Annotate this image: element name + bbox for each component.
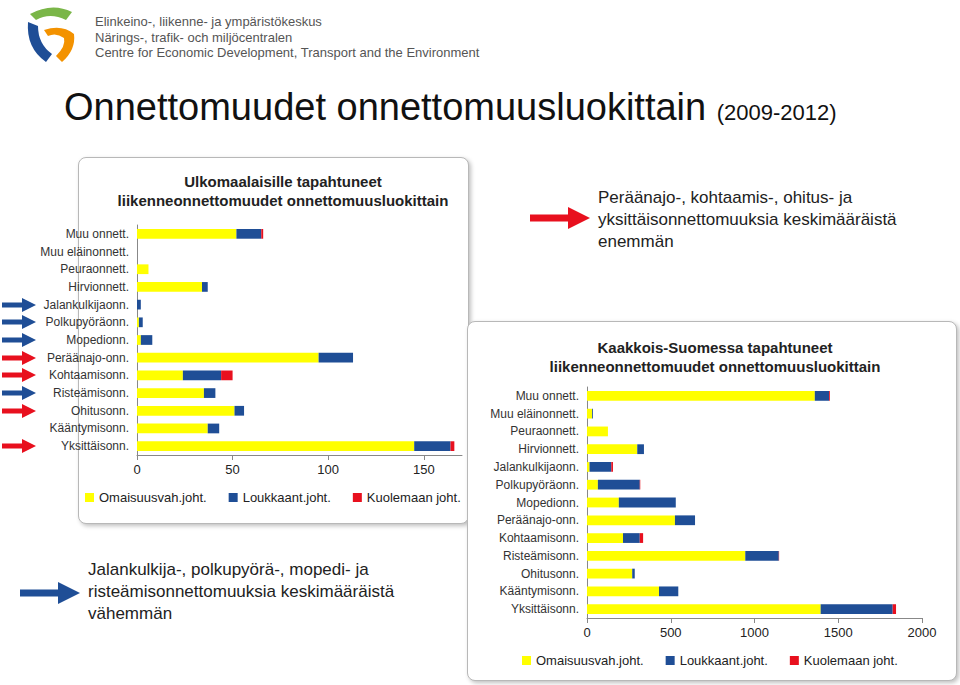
svg-text:100: 100 <box>317 462 339 477</box>
svg-text:Jalankulkijaonn.: Jalankulkijaonn. <box>494 460 579 474</box>
svg-text:liikenneonnettomuudet onnettom: liikenneonnettomuudet onnettomuusluokitt… <box>118 192 449 209</box>
svg-text:Hirvionnett.: Hirvionnett. <box>68 280 129 294</box>
svg-text:Yksittäisonn.: Yksittäisonn. <box>511 602 579 616</box>
svg-text:Yksittäisonn.: Yksittäisonn. <box>61 439 129 453</box>
svg-text:Risteämisonn.: Risteämisonn. <box>53 386 129 400</box>
svg-text:Ulkomaalaisille tapahtuneet: Ulkomaalaisille tapahtuneet <box>184 173 382 190</box>
html-text:Elinkeino-, liikenne- ja ympär: Elinkeino-, liikenne- ja ympäristökeskus <box>95 14 322 29</box>
svg-text:Loukkaant.joht.: Loukkaant.joht. <box>243 490 331 505</box>
svg-text:0: 0 <box>583 625 590 640</box>
svg-text:Omaisuusvah.joht.: Omaisuusvah.joht. <box>536 653 644 668</box>
svg-text:Peuraonnett.: Peuraonnett. <box>510 424 579 438</box>
svg-text:Muu eläinonnett.: Muu eläinonnett. <box>40 245 129 259</box>
svg-text:Kuolemaan joht.: Kuolemaan joht. <box>367 490 461 505</box>
svg-text:Polkupyöräonn.: Polkupyöräonn. <box>496 478 579 492</box>
svg-text:Peräänajo-onn.: Peräänajo-onn. <box>497 513 579 527</box>
svg-text:Kääntymisonn.: Kääntymisonn. <box>500 584 579 598</box>
svg-text:Kaakkois-Suomessa tapahtuneet: Kaakkois-Suomessa tapahtuneet <box>597 339 832 356</box>
svg-text:50: 50 <box>225 462 239 477</box>
svg-text:Peräänajo-onn.: Peräänajo-onn. <box>47 351 129 365</box>
svg-text:Kohtaamisonn.: Kohtaamisonn. <box>49 368 129 382</box>
svg-text:Muu eläinonnett.: Muu eläinonnett. <box>490 407 579 421</box>
html-text:Peräänajo-, kohtaamis-, ohitus: Peräänajo-, kohtaamis-, ohitus- ja yksit… <box>598 188 897 251</box>
svg-text:liikenneonnettomuudet onnettom: liikenneonnettomuudet onnettomuusluokitt… <box>550 358 881 375</box>
svg-text:Loukkaant.joht.: Loukkaant.joht. <box>680 653 768 668</box>
svg-text:1500: 1500 <box>824 625 853 640</box>
svg-text:Risteämisonn.: Risteämisonn. <box>503 549 579 563</box>
svg-text:500: 500 <box>660 625 682 640</box>
html-text:Onnettomuudet onnettomuusluoki: Onnettomuudet onnettomuusluokittain(2009… <box>64 86 837 128</box>
svg-text:Peuraonnett.: Peuraonnett. <box>60 262 129 276</box>
html-text:Jalankulkija-, polkupyörä-, mo: Jalankulkija-, polkupyörä-, mopedi- ja r… <box>88 560 395 623</box>
svg-text:Ohitusonn.: Ohitusonn. <box>71 404 129 418</box>
svg-text:Kääntymisonn.: Kääntymisonn. <box>50 421 129 435</box>
html-text:Centre for Economic Developmen: Centre for Economic Development, Transpo… <box>95 45 480 60</box>
svg-text:Polkupyöräonn.: Polkupyöräonn. <box>46 315 129 329</box>
svg-text:Ohitusonn.: Ohitusonn. <box>521 567 579 581</box>
svg-text:1000: 1000 <box>740 625 769 640</box>
svg-text:0: 0 <box>133 462 140 477</box>
svg-text:Kuolemaan joht.: Kuolemaan joht. <box>804 653 898 668</box>
svg-text:Muu onnett.: Muu onnett. <box>516 389 579 403</box>
svg-text:Jalankulkijaonn.: Jalankulkijaonn. <box>44 298 129 312</box>
svg-text:150: 150 <box>413 462 435 477</box>
svg-text:Muu onnett.: Muu onnett. <box>66 227 129 241</box>
svg-text:2000: 2000 <box>908 625 937 640</box>
svg-text:Omaisuusvah.joht.: Omaisuusvah.joht. <box>99 490 207 505</box>
svg-text:Mopedionn.: Mopedionn. <box>516 496 579 510</box>
svg-text:Hirvionnett.: Hirvionnett. <box>518 442 579 456</box>
html-text:Närings-, trafik- och miljöcen: Närings-, trafik- och miljöcentralen <box>95 29 293 45</box>
svg-text:Mopedionn.: Mopedionn. <box>66 333 129 347</box>
svg-text:Kohtaamisonn.: Kohtaamisonn. <box>499 531 579 545</box>
